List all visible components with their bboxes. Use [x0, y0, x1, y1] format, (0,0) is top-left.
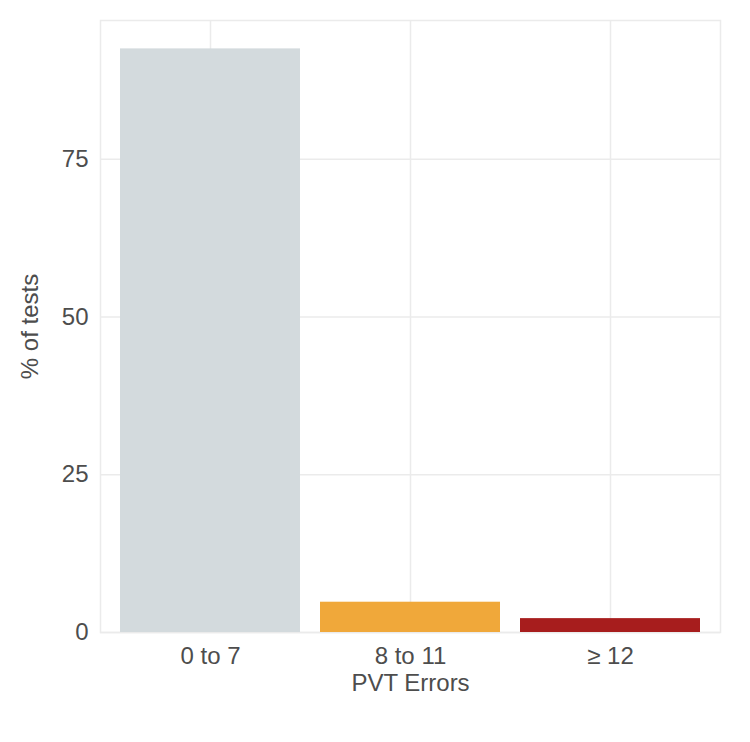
svg-text:PVT Errors: PVT Errors — [351, 669, 469, 696]
svg-text:50: 50 — [62, 303, 89, 330]
svg-text:0 to 7: 0 to 7 — [180, 642, 240, 669]
svg-text:≥ 12: ≥ 12 — [587, 642, 634, 669]
svg-text:75: 75 — [62, 145, 89, 172]
svg-text:25: 25 — [62, 460, 89, 487]
svg-text:8 to 11: 8 to 11 — [375, 642, 447, 669]
svg-text:0: 0 — [75, 618, 88, 645]
svg-text:% of tests: % of tests — [16, 274, 43, 379]
